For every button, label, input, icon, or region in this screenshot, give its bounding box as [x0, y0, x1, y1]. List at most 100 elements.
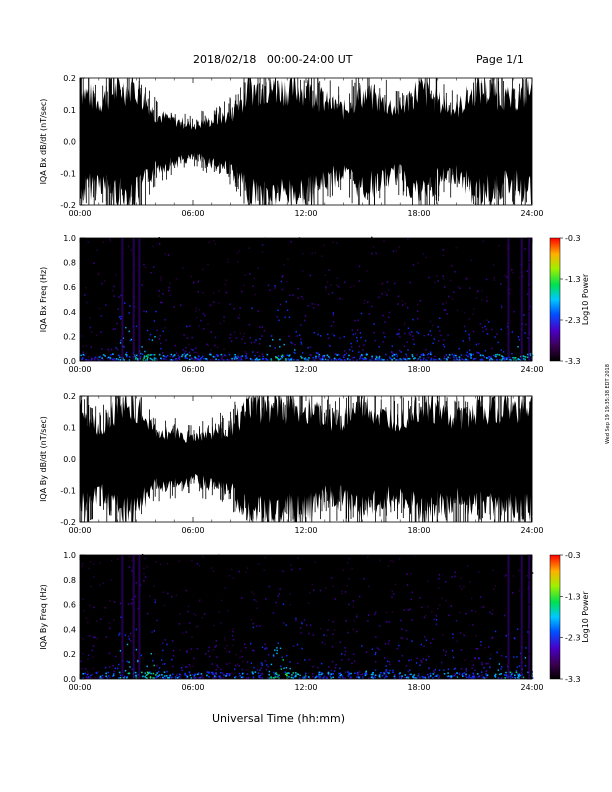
spectrogram-cell	[282, 275, 284, 277]
spectrogram-cell	[464, 330, 467, 332]
spectrogram-cell	[513, 637, 515, 639]
spectrogram-cell	[219, 675, 221, 677]
spectrogram-cell	[353, 284, 355, 287]
y-tick-label: -0.2	[60, 201, 76, 210]
spectrogram-cell	[341, 659, 343, 661]
spectrogram-cell	[199, 673, 201, 676]
spectrogram-cell	[388, 621, 390, 623]
spectrogram-cell	[166, 670, 168, 673]
spectrogram-cell	[193, 657, 195, 660]
spectrogram-cell	[233, 331, 236, 333]
spectrogram-cell	[120, 315, 122, 318]
spectrogram-cell	[406, 359, 408, 361]
spectrogram-cell	[197, 673, 199, 676]
spectrogram-cell	[259, 326, 261, 328]
spectrogram-cell	[292, 645, 295, 647]
spectrogram-cell	[399, 358, 402, 361]
spectrogram-background	[80, 238, 532, 361]
spectrogram-cell	[141, 346, 143, 348]
spectrogram-cell	[454, 271, 456, 273]
spectrogram-cell	[136, 358, 138, 361]
spectrogram-cell	[412, 264, 414, 266]
spectrogram-cell	[99, 359, 101, 361]
spectrogram-cell	[436, 275, 438, 277]
spectrogram-cell	[273, 671, 275, 674]
spectrogram-cell	[463, 325, 466, 328]
spectrogram-cell	[364, 339, 367, 342]
spectrogram-cell	[312, 357, 314, 359]
spectrogram-cell	[532, 677, 534, 679]
spectrogram-cell	[241, 597, 243, 599]
spectrogram-cell	[447, 672, 449, 674]
spectrogram-cell	[220, 357, 223, 360]
spectrogram-cell	[227, 261, 229, 263]
spectrogram-streak	[520, 238, 523, 361]
spectrogram-cell	[375, 252, 377, 255]
spectrogram-cell	[341, 675, 343, 677]
spectrogram-cell	[382, 314, 384, 317]
spectrogram-cell	[513, 310, 515, 313]
spectrogram-cell	[253, 277, 255, 280]
spectrogram-cell	[455, 620, 458, 622]
spectrogram-cell	[116, 558, 119, 560]
spectrogram-cell	[277, 358, 279, 360]
spectrogram-cell	[503, 357, 505, 359]
spectrogram-cell	[232, 638, 235, 641]
spectrogram-cell	[183, 352, 185, 355]
spectrogram-cell	[438, 587, 440, 589]
spectrogram-cell	[90, 560, 92, 563]
spectrogram-cell	[484, 647, 486, 649]
spectrogram-cell	[155, 310, 157, 313]
spectrogram-cell	[394, 583, 397, 586]
spectrogram-cell	[389, 663, 391, 666]
spectrogram-cell	[519, 652, 522, 655]
spectrogram-cell	[192, 282, 195, 284]
spectrogram-cell	[315, 355, 317, 358]
spectrogram-cell	[187, 605, 190, 608]
spectrogram-cell	[159, 563, 162, 566]
spectrogram-cell	[261, 663, 264, 665]
spectrogram-cell	[242, 660, 244, 663]
spectrogram-cell	[313, 589, 315, 591]
spectrogram-cell	[137, 673, 139, 676]
spectrogram-cell	[378, 625, 381, 627]
spectrogram-cell	[472, 330, 475, 333]
spectrogram-cell	[179, 613, 181, 615]
spectrogram-cell	[311, 583, 313, 586]
spectrogram-cell	[150, 354, 152, 356]
spectrogram-cell	[344, 677, 346, 679]
spectrogram-cell	[224, 639, 226, 641]
spectrogram-cell	[527, 293, 529, 295]
spectrogram-cell	[414, 357, 416, 359]
spectrogram-cell	[296, 673, 299, 675]
spectrogram-cell	[415, 662, 418, 664]
spectrogram-cell	[197, 358, 199, 361]
spectrogram-cell	[467, 359, 469, 361]
spectrogram-cell	[244, 342, 246, 345]
spectrogram-cell	[240, 355, 243, 358]
spectrogram-cell	[510, 675, 512, 677]
spectrogram-cell	[164, 326, 166, 329]
spectrogram-cell	[432, 638, 434, 640]
spectrogram-cell	[238, 314, 241, 316]
spectrogram-cell	[466, 277, 468, 280]
colorbar-tick-label: -0.3	[565, 551, 581, 560]
spectrogram-cell	[192, 677, 195, 679]
spectrogram-cell	[382, 359, 385, 361]
spectrogram-cell	[446, 675, 449, 678]
spectrogram-cell	[237, 359, 240, 361]
spectrogram-cell	[443, 309, 446, 311]
spectrogram-cell	[497, 341, 499, 344]
spectrogram-cell	[275, 601, 277, 604]
spectrogram-cell	[400, 677, 402, 679]
spectrogram-cell	[451, 649, 454, 652]
spectrogram-cell	[167, 592, 169, 595]
spectrogram-cell	[438, 675, 441, 678]
spectrogram-cell	[338, 676, 340, 678]
spectrogram-cell	[505, 674, 508, 677]
spectrogram-cell	[332, 672, 334, 675]
spectrogram-cell	[165, 358, 167, 361]
spectrogram-cell	[358, 280, 360, 282]
spectrogram-cell	[178, 649, 181, 651]
spectrogram-cell	[333, 357, 336, 360]
